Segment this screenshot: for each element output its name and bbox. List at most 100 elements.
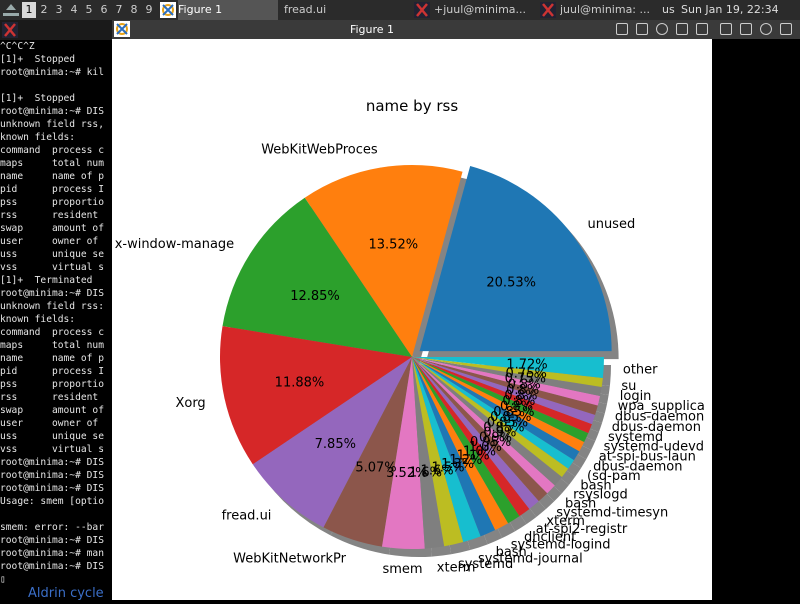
terminal-line: uss unique se bbox=[0, 249, 104, 260]
shade-icon[interactable] bbox=[616, 23, 628, 35]
task-terminal-2[interactable]: juul@minima: ... bbox=[560, 3, 651, 16]
terminal-line: name name of p bbox=[0, 171, 104, 182]
terminal-line: pss proportio bbox=[0, 379, 104, 390]
pie-slice bbox=[412, 357, 555, 494]
pie-slice bbox=[412, 357, 603, 388]
terminal-line: command process c bbox=[0, 327, 104, 338]
slice-name-label: systemd-udevd bbox=[604, 440, 704, 455]
terminal-line: rss resident bbox=[0, 210, 99, 221]
workspace-5[interactable]: 5 bbox=[85, 3, 93, 16]
terminal-line: swap amount of bbox=[0, 223, 104, 234]
terminal-line: rss resident bbox=[0, 392, 99, 403]
pie-slice bbox=[412, 357, 596, 425]
workspace-4[interactable]: 4 bbox=[70, 3, 78, 16]
figure-titlebar[interactable]: Figure 1 bbox=[112, 20, 712, 39]
pie-percent-labels: 20.53%13.52%12.85%11.88%7.85%5.07%3.52%1… bbox=[275, 237, 548, 481]
terminal-line bbox=[0, 508, 112, 521]
terminal-line: vss virtual s bbox=[0, 444, 104, 455]
task-terminal-1[interactable]: +juul@minima... bbox=[434, 3, 527, 16]
chart-title: name by rss bbox=[366, 97, 458, 115]
x-icon bbox=[2, 22, 18, 38]
slice-percent-label: 0.75% bbox=[505, 372, 546, 387]
pie-slice bbox=[323, 357, 412, 547]
clock[interactable]: Sun Jan 19, 22:34 bbox=[681, 3, 779, 16]
slice-name-label: xterm bbox=[546, 514, 585, 529]
terminal-line: root@minima:~# kil bbox=[0, 67, 104, 78]
workspace-1[interactable]: 1 bbox=[22, 2, 36, 18]
pie-slice bbox=[412, 357, 602, 397]
slice-percent-label: 1.72% bbox=[506, 357, 547, 372]
pie-slice bbox=[412, 357, 592, 434]
pie-slice bbox=[412, 357, 481, 543]
background-link-text: Aldrin cycle bbox=[28, 586, 104, 601]
terminal-line: Usage: smem [optio bbox=[0, 496, 104, 507]
close-icon[interactable] bbox=[780, 23, 792, 35]
terminal-line: [1]+ Terminated bbox=[0, 275, 93, 286]
slice-name-label: xterm bbox=[437, 561, 476, 576]
pie-slice-labels: unused WebKitWebProces x-window-manage Xorg… bbox=[115, 143, 705, 577]
workspace-8[interactable]: 8 bbox=[130, 3, 138, 16]
figure-window-icon bbox=[114, 21, 130, 37]
pie-slice bbox=[412, 357, 574, 469]
figure-window-title: Figure 1 bbox=[349, 23, 395, 36]
close-icon[interactable] bbox=[696, 23, 708, 35]
pie-chart: name by rss 20.53% 13.52% 12.85% 11.88% 7.85… bbox=[115, 97, 705, 577]
slice-name-label: WebKitWebProces bbox=[261, 143, 378, 158]
terminal-line: root@minima:~# DIS bbox=[0, 470, 104, 481]
slice-name-label: dbus-daemon bbox=[615, 410, 704, 425]
pie-slice bbox=[412, 357, 600, 406]
slice-percent-label: 1.5% bbox=[431, 460, 464, 475]
workspace-9[interactable]: 9 bbox=[145, 3, 153, 16]
slice-percent-label: 0.85% bbox=[493, 405, 534, 420]
slice-name-label: systemd-journal bbox=[478, 552, 583, 567]
menu-icon[interactable] bbox=[0, 0, 22, 20]
fullscreen-icon[interactable] bbox=[676, 23, 688, 35]
slice-percent-label: 0.75% bbox=[506, 366, 547, 381]
slice-name-label: wpa_supplica bbox=[618, 399, 705, 414]
pie-slice bbox=[412, 357, 530, 517]
maximize-icon[interactable] bbox=[740, 23, 752, 35]
figure-app-icon bbox=[160, 2, 176, 18]
terminal-line: command process c bbox=[0, 145, 104, 156]
terminal-line: uss unique se bbox=[0, 431, 104, 442]
terminal-line bbox=[0, 79, 112, 92]
workspace-2[interactable]: 2 bbox=[40, 3, 48, 16]
terminal-line: root@minima:~# man bbox=[0, 548, 104, 559]
slice-name-label: bash bbox=[580, 478, 611, 493]
slice-percent-label: 1.0% bbox=[469, 440, 502, 455]
slice-percent-label: 1.6% bbox=[421, 463, 454, 478]
workspace-6[interactable]: 6 bbox=[100, 3, 108, 16]
maximize-icon[interactable] bbox=[636, 23, 648, 35]
keyboard-layout[interactable]: us bbox=[662, 3, 675, 16]
slice-percent-label: 0.85% bbox=[483, 421, 524, 436]
terminal-line: root@minima:~# DIS bbox=[0, 561, 104, 572]
terminal-line: root@minima:~# DIS bbox=[0, 288, 104, 299]
slice-percent-label: 0.8% bbox=[500, 399, 533, 414]
x-icon bbox=[540, 2, 556, 18]
slice-percent-label: 0.9% bbox=[483, 426, 516, 441]
pie-slice bbox=[382, 357, 425, 549]
slice-name-label: bash bbox=[496, 545, 527, 560]
terminal-line: unknown field rss, bbox=[0, 119, 104, 130]
terminal-line: maps total num bbox=[0, 340, 104, 351]
slice-percent-label: 1.0% bbox=[463, 444, 496, 459]
slice-name-label: dbus-daemon bbox=[593, 460, 682, 475]
terminal-line: known fields: bbox=[0, 132, 76, 143]
workspace-7[interactable]: 7 bbox=[115, 3, 123, 16]
settings-icon[interactable] bbox=[720, 23, 732, 35]
terminal-line: pid process I bbox=[0, 366, 104, 377]
slice-percent-label: 3.52% bbox=[386, 466, 427, 481]
slice-name-label: systemd-logind bbox=[511, 538, 611, 553]
slice-percent-label: 1.2% bbox=[449, 453, 482, 468]
workspace-3[interactable]: 3 bbox=[55, 3, 63, 16]
pie-slice bbox=[412, 357, 464, 547]
right-window-titlebar[interactable] bbox=[712, 20, 800, 39]
pie-slice bbox=[412, 357, 580, 461]
task-fread-ui[interactable]: fread.ui bbox=[284, 3, 327, 16]
pin-icon[interactable] bbox=[656, 23, 668, 35]
figure-window: Figure 1 name by rss 20.53% 13.52% 12.85% 1… bbox=[112, 20, 712, 600]
terminal-line: root@minima:~# DIS bbox=[0, 535, 104, 546]
task-figure-1[interactable]: Figure 1 bbox=[178, 0, 278, 20]
terminal-output[interactable]: ^C^C^Z [1]+ Stopped root@minima:~# kil [1]+… bbox=[0, 40, 112, 600]
pin-icon[interactable] bbox=[760, 23, 772, 35]
